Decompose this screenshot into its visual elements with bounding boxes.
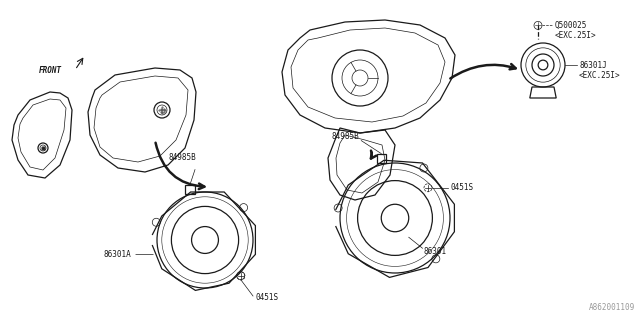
- Text: FRONT: FRONT: [39, 66, 62, 75]
- Text: 0451S: 0451S: [450, 183, 473, 192]
- Text: <EXC.25I>: <EXC.25I>: [555, 31, 596, 40]
- Text: Q500025: Q500025: [555, 21, 588, 30]
- Text: 0451S: 0451S: [255, 293, 278, 302]
- Text: 84985B: 84985B: [332, 132, 359, 141]
- Text: 86301: 86301: [424, 246, 447, 255]
- Text: 84985B: 84985B: [168, 153, 196, 162]
- Text: <EXC.25I>: <EXC.25I>: [579, 70, 621, 79]
- Text: A862001109: A862001109: [589, 303, 635, 312]
- Text: 86301J: 86301J: [579, 60, 607, 69]
- Text: 86301A: 86301A: [103, 250, 131, 259]
